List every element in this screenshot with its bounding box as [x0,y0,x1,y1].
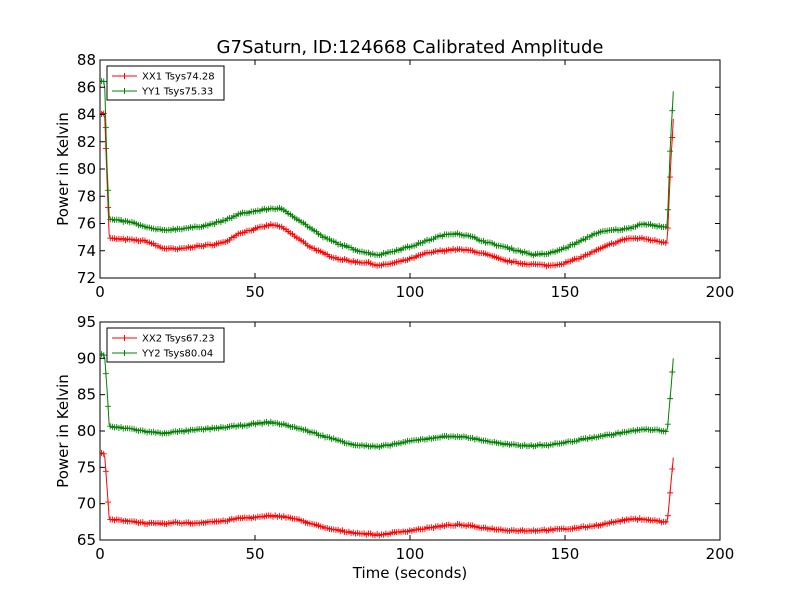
data-point [669,465,676,472]
data-point [669,107,676,114]
data-point [105,204,112,211]
y-tick-label: 80 [77,422,96,440]
y-tick-label: 90 [77,349,96,367]
data-point [662,518,669,525]
data-point [662,240,669,247]
y-tick-label: 72 [77,269,96,287]
y-tick-label: 86 [77,78,96,96]
y-tick-label: 65 [77,531,96,549]
x-tick-label: 100 [396,545,425,563]
y-axis-label: Power in Kelvin [54,112,72,226]
x-tick-label: 200 [706,283,735,301]
chart-title: G7Saturn, ID:124668 Calibrated Amplitude [217,37,604,58]
legend-label: YY1 Tsys75.33 [141,87,213,98]
y-tick-label: 75 [77,458,96,476]
legend: XX2 Tsys67.23 YY2 Tsys80.04 [106,327,225,363]
series-1-1 [100,110,676,270]
data-point [102,124,109,131]
data-point [664,206,671,213]
series-2-2 [100,351,676,450]
y-tick-label: 84 [77,106,96,124]
y-tick-label: 74 [77,242,96,260]
data-point [667,148,674,155]
legend-marker [121,73,128,79]
data-point [667,489,674,496]
data-point [669,368,676,375]
series-line [101,80,674,257]
data-point [105,403,112,410]
data-point [664,421,671,428]
y-tick-label: 85 [77,386,96,404]
y-tick-label: 88 [77,51,96,69]
legend: XX1 Tsys74.28 YY1 Tsys75.33 [106,65,225,101]
legend-marker [121,335,128,341]
x-tick-label: 0 [95,283,105,301]
data-point [662,428,669,435]
data-point [102,145,109,152]
x-tick-label: 150 [551,545,580,563]
y-tick-label: 82 [77,133,96,151]
legend-marker [121,350,128,356]
bottom-panel: 0 50 100 150 200 65 70 75 80 85 90 95 Power in Kelvi… [54,313,734,582]
series-1-2 [100,78,676,259]
legend-label: YY2 Tsys80.04 [141,349,213,360]
data-point [100,450,107,457]
data-point [667,395,674,402]
y-tick-label: 95 [77,313,96,331]
data-point [667,174,674,181]
legend-marker [121,88,128,94]
legend-box [106,327,225,363]
legend-label: XX1 Tsys74.28 [142,72,215,83]
y-axis-label: Power in Kelvin [54,374,72,488]
data-point [662,224,669,231]
series-2-1 [100,450,676,539]
y-tick-label: 70 [77,495,96,513]
data-point [102,370,109,377]
series-line [101,111,674,267]
x-tick-label: 50 [245,283,264,301]
series-line [101,353,674,448]
data-point [664,512,671,519]
x-tick-label: 50 [245,545,264,563]
top-panel: 0 50 100 150 200 72 74 76 78 80 82 84 86 88 Power in K… [54,51,734,301]
series-line [101,452,674,537]
legend-label: XX2 Tsys67.23 [142,334,215,345]
y-tick-label: 76 [77,215,96,233]
legend-box [106,65,225,101]
data-point [100,78,107,85]
x-tick-label: 100 [396,283,425,301]
data-point [105,499,112,506]
x-tick-label: 150 [551,283,580,301]
y-tick-label: 78 [77,187,96,205]
data-point [102,468,109,475]
y-tick-label: 80 [77,160,96,178]
x-tick-label: 200 [706,545,735,563]
x-tick-label: 0 [95,545,105,563]
data-point [105,187,112,194]
data-point [100,352,107,359]
x-axis-label: Time (seconds) [352,564,468,582]
